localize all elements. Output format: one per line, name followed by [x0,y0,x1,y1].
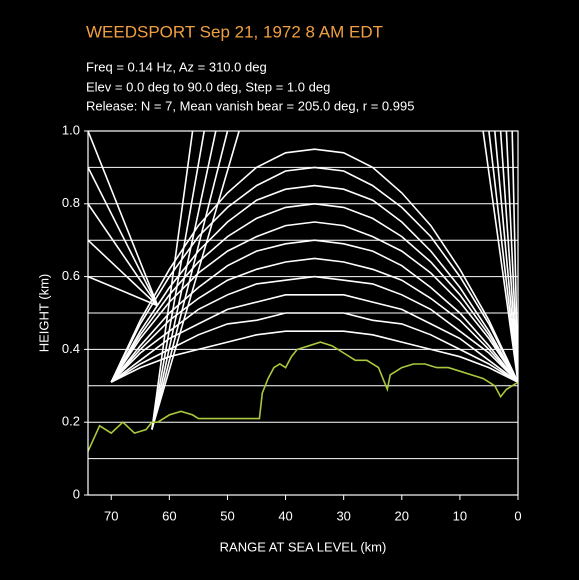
ray-path [110,312,518,383]
ray-path [110,221,518,383]
x-tick-label: 0 [514,508,521,523]
ray-path [482,131,518,383]
ray-path [151,131,229,430]
chart-title: WEEDSPORT Sep 21, 1972 8 AM EDT [86,22,383,41]
x-axis-label: RANGE AT SEA LEVEL (km) [220,539,387,554]
y-axis-label: HEIGHT (km) [36,274,51,352]
x-tick-label: 40 [278,508,292,523]
y-tick-label: 0.4 [62,341,80,356]
ray-path [88,131,159,306]
ray-path [88,239,159,307]
ray-path [494,131,518,383]
x-tick-label: 70 [104,508,118,523]
x-tick-label: 30 [336,508,350,523]
ray-path [88,275,159,307]
x-tick-label: 50 [220,508,234,523]
info-line: Release: N = 7, Mean vanish bear = 205.0… [86,98,414,113]
ray-path [110,148,518,383]
y-tick-label: 0.8 [62,195,80,210]
info-line: Freq = 0.14 Hz, Az = 310.0 deg [86,59,267,74]
ray-path [110,294,518,383]
ray-path [110,166,518,383]
ray-path [151,131,240,430]
ray-path [110,257,518,383]
ray-path [488,131,518,383]
plot-frame [87,130,519,496]
ray-path [110,330,518,383]
ray-path [511,131,518,383]
ray-path [88,167,159,307]
ray-path [151,131,194,430]
x-tick-label: 10 [453,508,467,523]
info-line: Elev = 0.0 deg to 90.0 deg, Step = 1.0 d… [86,79,330,94]
x-tick-label: 20 [395,508,409,523]
ray-path [505,131,518,383]
terrain-line [88,341,518,452]
ray-path [151,131,217,430]
ray-path [151,131,205,430]
y-tick-label: 0 [73,486,80,501]
y-tick-label: 0.2 [62,414,80,429]
y-tick-label: 1.0 [62,122,80,137]
y-tick-label: 0.6 [62,268,80,283]
plot-area [88,131,518,460]
ray-path [499,131,518,383]
ray-path [88,203,159,307]
x-tick-label: 60 [162,508,176,523]
ray-path [110,202,518,383]
